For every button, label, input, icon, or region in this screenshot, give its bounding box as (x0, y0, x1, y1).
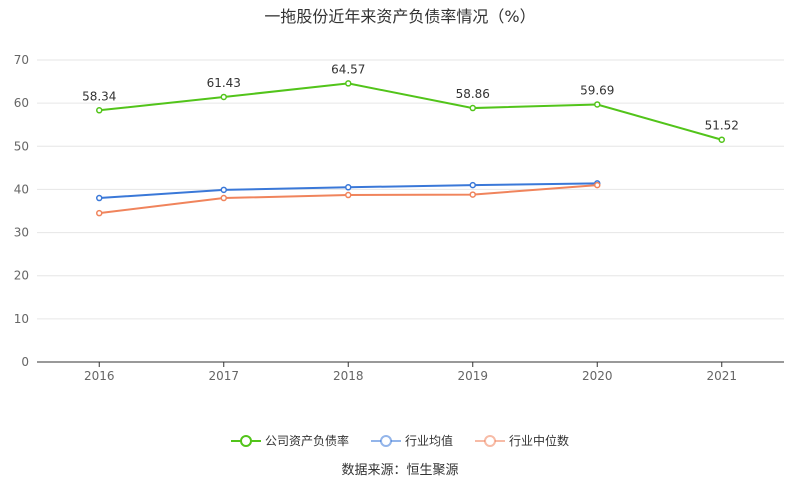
series-lines (96, 80, 725, 217)
y-tick-label: 10 (14, 312, 29, 326)
series-line (99, 82, 723, 141)
data-point[interactable] (220, 194, 227, 202)
x-tick-label: 2019 (457, 369, 488, 383)
legend-label: 行业均值 (404, 434, 453, 448)
y-tick-label: 50 (14, 139, 29, 153)
data-labels: 58.34 61.43 64.57 58.86 59.69 51.52 (82, 62, 739, 132)
x-tick-label: 2018 (333, 369, 364, 383)
x-tick-label: 2017 (208, 369, 239, 383)
chart-title: 一拖股份近年来资产负债率情况（%） (264, 7, 536, 26)
y-tick-label: 60 (14, 96, 29, 110)
data-point[interactable] (469, 191, 476, 198)
data-label: 61.43 (207, 76, 241, 90)
legend-item[interactable]: 行业中位数 (475, 432, 569, 449)
data-point[interactable] (96, 209, 103, 217)
y-tick-label: 70 (14, 53, 29, 67)
y-tick-label: 20 (14, 269, 29, 283)
legend: 公司资产负债率 行业均值 行业中位数 (0, 432, 800, 449)
source-note: 数据来源：恒生聚源 (341, 463, 459, 478)
data-point[interactable] (345, 184, 352, 191)
data-point[interactable] (96, 107, 103, 114)
data-label: 64.57 (331, 62, 365, 76)
data-label: 58.86 (456, 87, 490, 101)
data-point[interactable] (469, 181, 476, 189)
data-point[interactable] (594, 181, 601, 189)
legend-label: 公司资产负债率 (264, 434, 349, 448)
data-label: 59.69 (580, 83, 614, 97)
grid-lines (37, 59, 784, 320)
axes: 0 10 20 30 40 50 60 70 2016 2017 2018 2019 2020 2021 (14, 53, 784, 383)
data-point[interactable] (220, 93, 227, 101)
y-tick-label: 0 (21, 355, 29, 369)
data-point[interactable] (594, 101, 601, 108)
x-tick-label: 2016 (84, 369, 115, 383)
data-point[interactable] (345, 191, 352, 199)
data-point[interactable] (345, 80, 352, 87)
data-label: 51.52 (705, 119, 739, 133)
y-tick-label: 30 (14, 226, 29, 240)
legend-swatch-icon (230, 434, 261, 447)
legend-item[interactable]: 公司资产负债率 (230, 432, 349, 449)
data-label: 58.34 (82, 89, 116, 103)
x-tick-label: 2020 (582, 369, 613, 383)
data-point[interactable] (96, 194, 103, 202)
data-point[interactable] (469, 104, 476, 112)
y-tick-label: 40 (14, 182, 29, 196)
x-tick-label: 2021 (706, 369, 737, 383)
data-point[interactable] (718, 136, 725, 143)
legend-label: 行业中位数 (509, 434, 570, 448)
legend-item[interactable]: 行业均值 (370, 432, 453, 449)
data-point[interactable] (220, 186, 227, 194)
legend-swatch-icon (370, 434, 401, 447)
legend-swatch-icon (475, 434, 505, 447)
